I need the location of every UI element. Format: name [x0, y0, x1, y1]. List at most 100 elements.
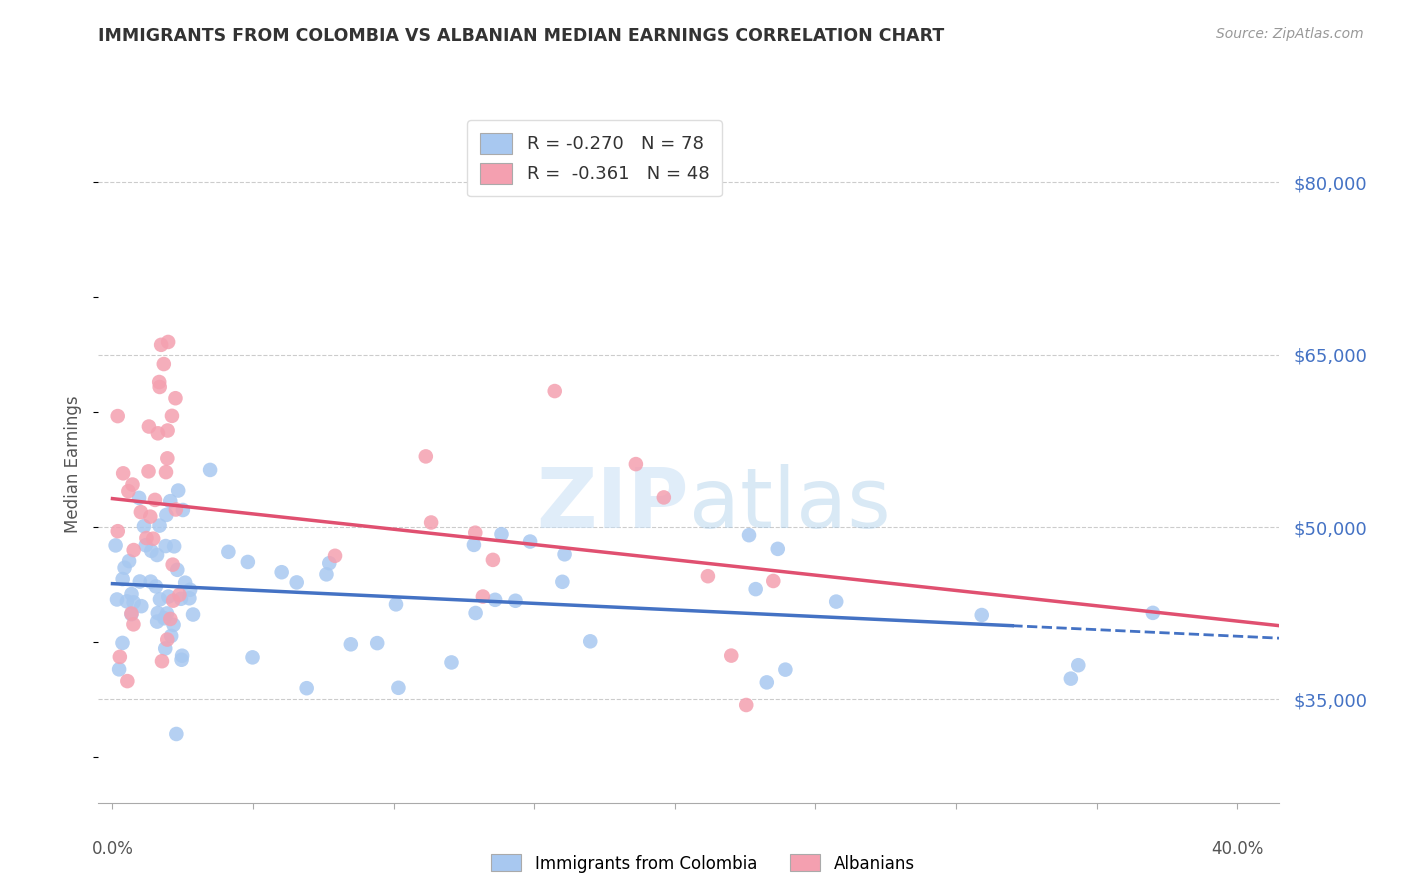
Point	[285, 575, 308, 590]
Point	[149, 380, 172, 394]
Point	[105, 592, 128, 607]
Point	[544, 384, 567, 398]
Point	[519, 534, 541, 549]
Point	[142, 532, 165, 546]
Point	[420, 516, 443, 530]
Point	[120, 607, 142, 621]
Point	[108, 649, 131, 664]
Point	[141, 544, 163, 558]
Point	[139, 574, 162, 589]
Point	[156, 607, 179, 621]
Point	[107, 409, 129, 423]
Point	[150, 338, 173, 352]
Point	[385, 598, 408, 612]
Text: ZIP: ZIP	[537, 464, 689, 545]
Point	[464, 525, 486, 540]
Point	[738, 528, 761, 542]
Point	[484, 592, 506, 607]
Point	[114, 560, 136, 574]
Point	[165, 727, 187, 741]
Point	[471, 590, 494, 604]
Point	[146, 615, 169, 629]
Point	[315, 567, 337, 582]
Point	[720, 648, 742, 663]
Point	[104, 538, 127, 552]
Point	[152, 357, 174, 371]
Point	[156, 451, 179, 466]
Point	[491, 527, 513, 541]
Text: 40.0%: 40.0%	[1211, 839, 1264, 857]
Point	[132, 519, 155, 533]
Point	[236, 555, 259, 569]
Point	[145, 579, 167, 593]
Point	[138, 464, 160, 478]
Point	[775, 663, 797, 677]
Point	[270, 565, 292, 579]
Point	[138, 419, 160, 434]
Point	[551, 574, 574, 589]
Point	[167, 483, 190, 498]
Point	[155, 508, 177, 522]
Point	[135, 531, 157, 545]
Point	[744, 582, 766, 596]
Point	[174, 575, 197, 590]
Text: Source: ZipAtlas.com: Source: ZipAtlas.com	[1216, 27, 1364, 41]
Point	[117, 484, 139, 499]
Point	[696, 569, 718, 583]
Point	[766, 541, 789, 556]
Point	[652, 491, 675, 505]
Point	[1142, 606, 1164, 620]
Point	[148, 518, 170, 533]
Point	[242, 650, 264, 665]
Point	[366, 636, 388, 650]
Point	[112, 467, 135, 481]
Point	[172, 648, 194, 663]
Point	[129, 505, 152, 519]
Point	[121, 477, 143, 491]
Point	[121, 587, 143, 601]
Point	[463, 538, 485, 552]
Point	[155, 539, 177, 553]
Point	[139, 509, 162, 524]
Point	[387, 681, 409, 695]
Point	[146, 606, 169, 620]
Point	[162, 593, 184, 607]
Point	[624, 457, 647, 471]
Point	[170, 653, 193, 667]
Point	[149, 592, 172, 607]
Point	[323, 549, 346, 563]
Point	[825, 594, 848, 608]
Point	[128, 574, 150, 589]
Point	[1060, 672, 1083, 686]
Point	[554, 547, 576, 561]
Point	[156, 632, 179, 647]
Point	[153, 611, 176, 625]
Point	[217, 545, 239, 559]
Y-axis label: Median Earnings: Median Earnings	[65, 395, 83, 533]
Point	[131, 599, 153, 614]
Point	[172, 503, 194, 517]
Point	[159, 612, 181, 626]
Point	[155, 641, 177, 656]
Point	[111, 572, 134, 586]
Point	[111, 636, 134, 650]
Point	[415, 450, 437, 464]
Point	[162, 558, 184, 572]
Point	[146, 548, 169, 562]
Point	[169, 588, 191, 602]
Point	[143, 492, 166, 507]
Point	[505, 593, 527, 607]
Point	[157, 590, 180, 604]
Point	[115, 594, 138, 608]
Point	[198, 463, 221, 477]
Point	[464, 606, 486, 620]
Point	[128, 491, 150, 505]
Point	[295, 681, 318, 696]
Point	[970, 607, 993, 622]
Point	[318, 556, 340, 570]
Point	[120, 607, 142, 622]
Point	[148, 375, 170, 389]
Point	[146, 426, 169, 441]
Point	[165, 391, 187, 405]
Point	[482, 553, 505, 567]
